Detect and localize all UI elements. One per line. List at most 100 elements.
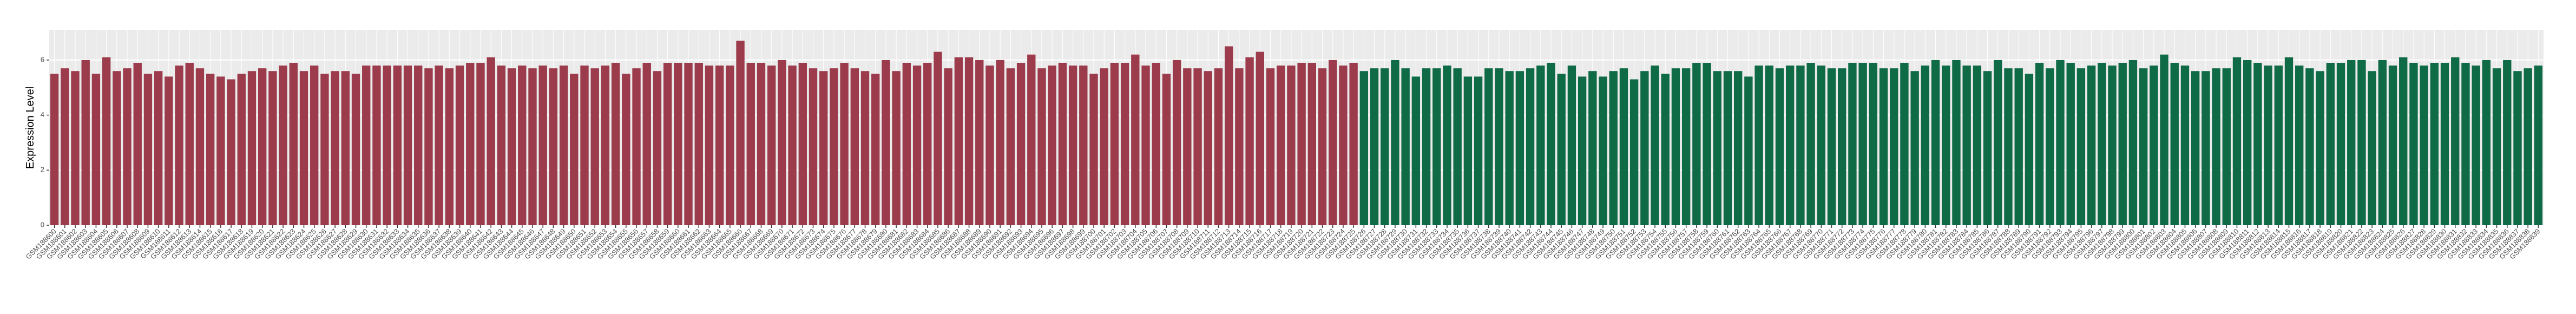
bar xyxy=(850,68,859,225)
bar xyxy=(1994,60,2002,226)
bar xyxy=(1391,60,1399,226)
bar xyxy=(2284,57,2294,226)
bar xyxy=(1890,68,1898,225)
bar xyxy=(2357,60,2366,226)
bar xyxy=(1048,66,1056,225)
bar xyxy=(2202,71,2210,225)
bar xyxy=(1339,66,1348,225)
bar xyxy=(2232,57,2242,226)
bar xyxy=(985,66,994,225)
bar xyxy=(71,71,80,225)
bar xyxy=(2430,63,2439,225)
bar xyxy=(1370,68,1379,225)
bar xyxy=(50,74,59,225)
bar xyxy=(757,63,766,225)
bar xyxy=(1900,63,1909,225)
bar xyxy=(2243,60,2252,226)
bar xyxy=(247,71,257,225)
bar xyxy=(1110,63,1119,225)
bar xyxy=(1661,74,1670,225)
bar xyxy=(1359,71,1369,225)
bar xyxy=(1224,46,1233,225)
bar xyxy=(2150,66,2158,225)
bar xyxy=(279,66,287,225)
bar xyxy=(840,63,849,225)
bar xyxy=(809,68,818,225)
bar xyxy=(2056,60,2065,226)
bar xyxy=(445,68,454,225)
bar xyxy=(2295,66,2304,225)
bar xyxy=(1765,66,1773,225)
bar xyxy=(403,66,412,225)
bar xyxy=(2534,66,2543,225)
bar xyxy=(143,74,153,225)
bar xyxy=(2524,68,2532,225)
bar xyxy=(1744,76,1753,225)
bar xyxy=(996,60,1004,226)
bar xyxy=(362,66,371,225)
bar xyxy=(1723,71,1732,225)
bar xyxy=(2368,71,2376,225)
bar xyxy=(1152,63,1160,225)
y-tick-label: 2 xyxy=(41,166,44,174)
bar xyxy=(2212,68,2220,225)
bar xyxy=(528,68,537,225)
bar xyxy=(299,71,308,225)
bar xyxy=(1754,66,1763,225)
bar xyxy=(1983,71,1992,225)
bar xyxy=(507,68,516,225)
bar xyxy=(1973,66,1982,225)
bar xyxy=(705,66,714,225)
bar xyxy=(1609,71,1618,225)
bar xyxy=(1733,71,1743,225)
bar xyxy=(2046,68,2054,225)
bar xyxy=(2409,63,2418,225)
bar xyxy=(923,63,932,225)
bar xyxy=(860,71,870,225)
bar xyxy=(1942,66,1950,225)
bar xyxy=(2503,60,2512,226)
bar xyxy=(882,60,890,226)
bar xyxy=(331,71,339,225)
bar xyxy=(1474,76,1483,225)
bar xyxy=(102,57,111,226)
bar xyxy=(684,63,693,225)
bar xyxy=(2482,60,2491,226)
bar xyxy=(1318,68,1327,225)
bar xyxy=(1463,76,1473,225)
bar xyxy=(590,68,599,225)
bar xyxy=(1640,71,1649,225)
bar xyxy=(2440,63,2449,225)
bar xyxy=(1921,66,1930,225)
bar xyxy=(289,63,298,225)
bar xyxy=(871,74,880,225)
bar xyxy=(663,63,672,225)
bar xyxy=(1297,63,1306,225)
bar xyxy=(2014,68,2023,225)
bar xyxy=(2118,63,2127,225)
bar xyxy=(1588,71,1597,225)
bar xyxy=(1910,71,1919,225)
bar xyxy=(1599,76,1607,225)
bar xyxy=(2191,71,2200,225)
bar xyxy=(2108,66,2117,225)
bar xyxy=(383,66,391,225)
bar xyxy=(1869,63,1878,225)
bar xyxy=(206,74,215,225)
bar xyxy=(1027,54,1036,226)
bar xyxy=(2098,63,2106,225)
bar xyxy=(798,63,807,225)
bar xyxy=(1422,68,1431,225)
bar xyxy=(2472,66,2480,225)
bar xyxy=(2420,66,2428,225)
bar xyxy=(1629,79,1639,226)
bar xyxy=(2066,63,2075,225)
bar xyxy=(310,66,319,225)
bar xyxy=(2253,63,2262,225)
bar xyxy=(611,63,620,225)
bar xyxy=(1235,68,1244,225)
bar xyxy=(746,63,755,225)
bar xyxy=(1277,66,1285,225)
